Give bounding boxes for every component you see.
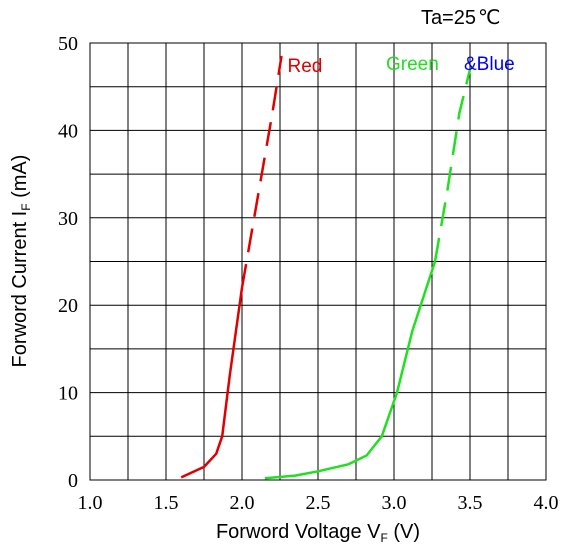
x-axis-label-main: Forword Voltage V	[216, 521, 381, 543]
y-axis-label-main: Forword Current I	[9, 211, 31, 368]
x-tick-label: 3.0	[382, 492, 407, 514]
celsius-icon: ℃	[478, 7, 500, 29]
series-green-solid	[264, 261, 437, 480]
x-tick-label: 2.0	[230, 492, 255, 514]
series-label-green: Green	[386, 54, 439, 75]
temperature-annotation: Ta=25	[421, 7, 476, 29]
series-red-solid	[180, 287, 244, 479]
y-tick-label: 20	[58, 295, 78, 317]
grid-lines	[90, 43, 546, 480]
curves	[180, 55, 472, 480]
x-tick-label: 3.5	[458, 492, 483, 514]
series-label-blue: &Blue	[464, 54, 515, 75]
x-tick-label: 2.5	[306, 492, 331, 514]
x-axis-label-sub: F	[380, 531, 387, 545]
y-tick-label: 0	[68, 470, 78, 492]
y-axis-label: Forword Current IF (mA)	[9, 155, 33, 368]
series-red-dashed	[240, 55, 283, 288]
x-tick-label: 1.5	[154, 492, 179, 514]
y-tick-label: 10	[58, 383, 78, 405]
y-tick-label: 40	[58, 120, 78, 142]
x-axis-label: Forword Voltage VF (V)	[216, 521, 420, 545]
y-tick-label: 50	[58, 33, 78, 55]
x-tick-label: 1.0	[78, 492, 103, 514]
y-axis-label-unit: (mA)	[9, 155, 31, 204]
x-tick-labels: 1.0 1.5 2.0 2.5 3.0 3.5 4.0	[78, 492, 559, 514]
x-tick-label: 4.0	[534, 492, 559, 514]
y-tick-label: 30	[58, 208, 78, 230]
y-tick-labels: 0 10 20 30 40 50	[58, 33, 78, 492]
x-axis-label-unit: (V)	[388, 521, 420, 543]
series-green-dashed	[433, 68, 472, 262]
y-axis-label-sub: F	[19, 203, 33, 210]
series-labels: Red Green &Blue	[288, 54, 515, 77]
series-label-red: Red	[288, 56, 323, 77]
plot-frame	[89, 42, 547, 481]
